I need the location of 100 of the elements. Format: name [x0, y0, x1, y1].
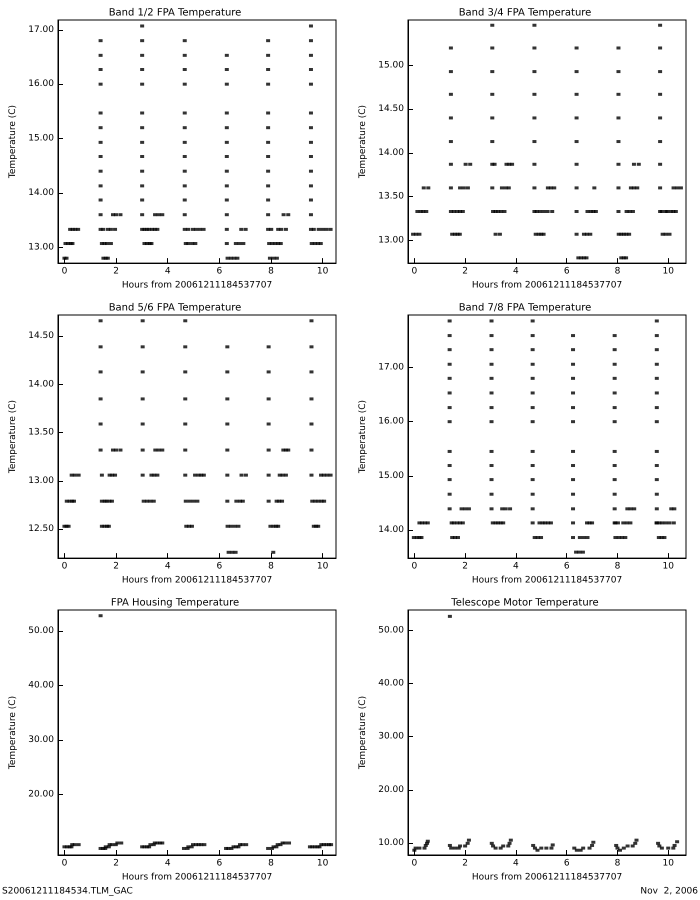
y-axis-title: Temperature (C): [358, 400, 368, 474]
x-tick-label: 8: [268, 858, 274, 868]
point: [501, 844, 506, 848]
y-axis-title: Temperature (C): [8, 696, 18, 770]
x-tick-label: 8: [614, 266, 621, 277]
y-axis-title: Temperature (C): [8, 400, 18, 474]
point: [660, 846, 664, 850]
y-tick-label: 40.00: [378, 678, 404, 689]
point: [590, 844, 594, 847]
x-tick-label: 4: [164, 858, 171, 868]
point: [535, 848, 540, 852]
x-axis-title: Hours from 20061211184537707: [472, 576, 622, 586]
y-tick-label: 30.00: [378, 732, 404, 742]
point: [634, 838, 638, 842]
x-tick-label: 0: [411, 266, 418, 277]
point: [656, 842, 660, 845]
chart-title: Band 3/4 FPA Temperature: [458, 8, 592, 18]
point: [633, 842, 638, 845]
x-tick-label: 2: [462, 266, 468, 277]
x-tick-label: 8: [268, 266, 274, 277]
y-tick-label: 15.00: [378, 60, 404, 70]
point: [422, 846, 426, 850]
y-axis-title: Temperature (C): [358, 696, 368, 770]
y-tick-label: 17.00: [28, 24, 54, 35]
chart-title: Band 7/8 FPA Temperature: [458, 302, 592, 314]
x-tick-label: 6: [216, 562, 222, 572]
point: [449, 846, 454, 850]
x-tick-label: 2: [113, 858, 119, 868]
y-tick-label: 20.00: [28, 790, 54, 800]
x-tick-label: 10: [662, 266, 674, 277]
point: [588, 846, 592, 850]
x-tick-label: 10: [316, 562, 329, 572]
x-tick-label: 6: [564, 562, 570, 572]
point: [466, 838, 471, 842]
x-tick-label: 0: [62, 858, 68, 868]
x-tick-label: 4: [513, 858, 520, 868]
point: [417, 846, 422, 850]
point: [466, 842, 470, 845]
x-tick-label: 4: [513, 266, 520, 277]
point: [452, 846, 457, 850]
x-axis-title: Hours from 20061211184537707: [472, 280, 622, 290]
point: [666, 846, 670, 850]
y-tick-label: 14.00: [28, 188, 54, 198]
x-tick-label: 10: [316, 266, 329, 277]
point: [531, 844, 536, 847]
x-tick-label: 0: [62, 266, 68, 277]
y-tick-label: 17.00: [378, 362, 404, 373]
point: [549, 846, 554, 850]
y-tick-label: 14.00: [378, 148, 404, 158]
x-tick-label: 4: [513, 562, 520, 572]
y-tick-label: 14.00: [28, 379, 54, 390]
y-tick-label: 13.50: [28, 428, 54, 438]
point: [539, 846, 544, 850]
chart-title: Band 1/2 FPA Temperature: [108, 8, 242, 18]
point: [458, 844, 462, 848]
text: Nov 2, 2006: [640, 886, 698, 896]
x-axis-title: Hours from 20061211184537707: [122, 872, 272, 882]
x-tick-label: 0: [411, 858, 418, 868]
point: [675, 840, 680, 844]
point: [508, 842, 512, 845]
y-tick-label: 14.50: [378, 104, 404, 114]
x-tick-label: 6: [216, 858, 222, 868]
x-tick-label: 10: [662, 858, 674, 868]
y-tick-label: 50.00: [378, 626, 404, 636]
point: [618, 848, 622, 852]
point: [463, 844, 468, 848]
point: [614, 844, 618, 847]
x-axis-title: Hours from 20061211184537707: [122, 280, 272, 290]
chart-title: FPA Housing Temperature: [110, 598, 240, 608]
y-tick-label: 14.50: [28, 331, 54, 342]
y-tick-label: 50.00: [28, 626, 54, 636]
y-tick-label: 16.00: [28, 79, 54, 90]
y-tick-label: 13.00: [28, 242, 54, 252]
point: [622, 846, 626, 850]
x-tick-label: 6: [564, 858, 570, 868]
y-tick-label: 14.00: [378, 524, 404, 535]
y-axis-title: Temperature (C): [358, 104, 368, 180]
point: [550, 843, 555, 846]
point: [544, 846, 548, 850]
x-axis-title: Hours from 20061211184537707: [122, 576, 272, 586]
chart-title: Band 5/6 FPA Temperature: [108, 302, 242, 314]
x-tick-label: 8: [268, 562, 274, 572]
x-tick-label: 10: [662, 562, 674, 572]
y-tick-label: 13.50: [378, 192, 404, 202]
y-tick-label: 12.50: [28, 524, 54, 534]
y-tick-label: 13.00: [28, 476, 54, 486]
point: [494, 846, 498, 850]
y-axis-title: Temperature (C): [8, 104, 18, 180]
text: S20061211184534.TLM_GAC: [2, 886, 133, 896]
x-axis-title: Hours from 20061211184537707: [472, 872, 622, 882]
x-tick-label: 2: [113, 266, 119, 277]
x-tick-label: 10: [316, 858, 329, 868]
point: [508, 838, 513, 842]
y-tick-label: 20.00: [378, 784, 404, 795]
x-tick-label: 0: [411, 562, 418, 572]
y-tick-label: 10.00: [378, 838, 404, 848]
point: [591, 840, 596, 844]
point: [626, 844, 630, 848]
x-tick-label: 0: [62, 562, 68, 572]
x-tick-label: 2: [462, 562, 468, 572]
